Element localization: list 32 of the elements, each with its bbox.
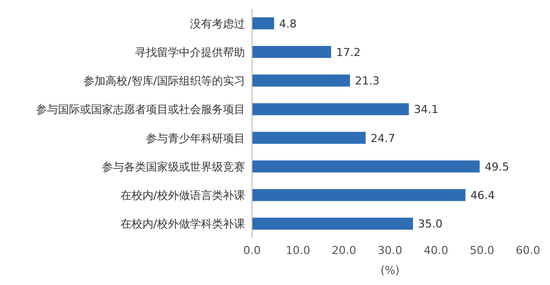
y-tick-label: 参与青少年科研项目 xyxy=(146,132,245,145)
bar xyxy=(252,218,413,230)
data-label: 46.4 xyxy=(470,189,495,202)
y-tick-label: 参与国际或国家志愿者项目或社会服务项目 xyxy=(36,103,245,116)
data-label: 24.7 xyxy=(370,132,396,145)
x-tick-label: 10.0 xyxy=(286,244,310,257)
bar xyxy=(252,46,332,58)
bar xyxy=(252,132,366,144)
y-tick-label: 参与各类国家级或世界级竞赛 xyxy=(102,160,245,174)
data-label: 21.3 xyxy=(354,74,380,88)
data-label: 4.8 xyxy=(279,17,297,30)
x-axis-title: (%) xyxy=(380,264,400,277)
data-label: 17.2 xyxy=(336,46,361,59)
bar xyxy=(252,17,274,30)
bar xyxy=(252,74,350,87)
x-tick-label: 20.0 xyxy=(332,244,356,257)
bar xyxy=(252,103,409,116)
data-label: 35.0 xyxy=(418,218,442,231)
y-tick-label: 没有考虑过 xyxy=(190,17,245,30)
y-tick-label: 参加高校/智库/国际组织等的实习 xyxy=(84,74,245,88)
x-tick-label: 40.0 xyxy=(424,244,448,257)
x-tick-label: 30.0 xyxy=(378,244,402,257)
x-tick-label: 0.0 xyxy=(243,244,261,257)
x-tick-label: 60.0 xyxy=(516,244,540,257)
y-tick-label: 寻找留学中介提供帮助 xyxy=(135,46,245,59)
y-tick-label: 在校内/校外做语言类补课 xyxy=(120,189,245,202)
data-label: 34.1 xyxy=(414,103,438,116)
x-tick-label: 50.0 xyxy=(470,244,494,257)
data-label: 49.5 xyxy=(484,160,510,174)
bar xyxy=(252,160,480,172)
y-tick-label: 在校内/校外做学科类补课 xyxy=(120,218,245,231)
bar xyxy=(252,189,466,202)
